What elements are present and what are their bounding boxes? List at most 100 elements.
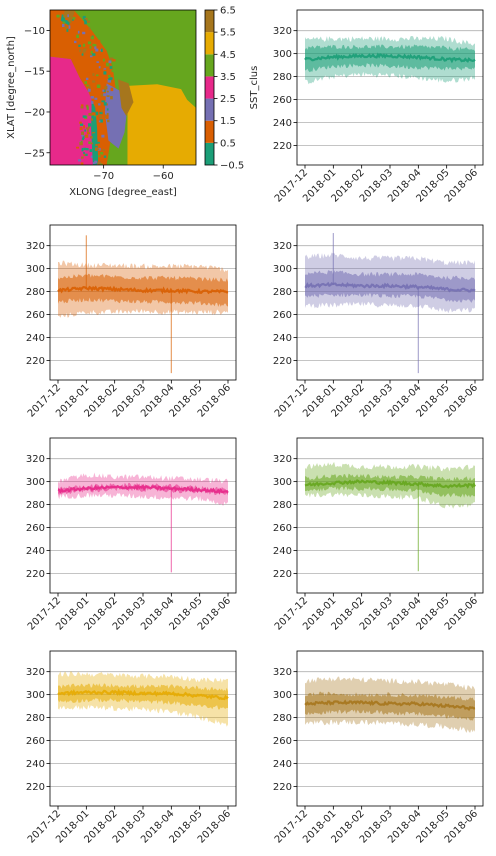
map-speckle bbox=[100, 163, 103, 165]
map-speckle bbox=[89, 86, 91, 89]
band-inner bbox=[58, 482, 228, 496]
ytick-label: 220 bbox=[26, 782, 45, 793]
ytick-label: 220 bbox=[273, 569, 292, 580]
map-speckle bbox=[68, 25, 71, 29]
map-speckle bbox=[84, 129, 87, 132]
timeseries-panel-cluster-1: 2202402602803003202017-122018-012018-022… bbox=[26, 224, 237, 420]
timeseries-panel-cluster-2: 2202402602803003202017-122018-012018-022… bbox=[273, 224, 484, 420]
map-speckle bbox=[81, 131, 84, 135]
map-speckle bbox=[83, 152, 85, 155]
ytick-label: 320 bbox=[273, 667, 292, 678]
map-speckle bbox=[84, 153, 88, 156]
map-speckle bbox=[84, 81, 87, 85]
map-speckle bbox=[67, 14, 69, 18]
ytick-label: 320 bbox=[273, 241, 292, 252]
colorbar-tick-label: 1.5 bbox=[220, 116, 236, 127]
map-speckle bbox=[105, 115, 109, 119]
map-speckle bbox=[107, 79, 112, 83]
map-speckle bbox=[103, 68, 107, 71]
map-speckle bbox=[99, 119, 103, 123]
ytick-label: 280 bbox=[273, 287, 292, 298]
map-speckle bbox=[93, 133, 97, 135]
ytick-label: 240 bbox=[273, 118, 292, 129]
map-speckle bbox=[83, 154, 86, 156]
map-speckle bbox=[85, 104, 89, 108]
map-speckle bbox=[94, 160, 98, 164]
cluster-map-panel: −70 −60 −10 −15 −20 −25 XLONG [degree_east] XLA… bbox=[6, 6, 260, 199]
map-speckle bbox=[88, 112, 93, 116]
map-speckle bbox=[83, 19, 86, 21]
ytick-label: 300 bbox=[26, 690, 45, 701]
map-speckle bbox=[106, 95, 110, 97]
ytick-label: 220 bbox=[26, 356, 45, 367]
map-speckle bbox=[92, 131, 95, 134]
map-speckle bbox=[66, 28, 69, 32]
ytick-label: 220 bbox=[273, 356, 292, 367]
map-speckle bbox=[83, 48, 87, 51]
map-speckle bbox=[89, 45, 92, 49]
map-speckle bbox=[98, 120, 101, 123]
map-speckle bbox=[76, 34, 80, 39]
map-speckle bbox=[92, 73, 95, 76]
colorbar-swatch bbox=[205, 120, 214, 143]
map-speckle bbox=[106, 108, 109, 111]
map-speckle bbox=[100, 93, 104, 97]
map-speckle bbox=[106, 103, 108, 106]
band-inner bbox=[305, 473, 475, 498]
band-inner bbox=[58, 273, 228, 307]
ytick-label: 280 bbox=[273, 713, 292, 724]
mean-line bbox=[57, 483, 229, 495]
map-speckle bbox=[82, 115, 87, 118]
map-speckle bbox=[92, 80, 96, 83]
colorbar-tick-label: 4.5 bbox=[220, 50, 236, 61]
map-ytick-label: −25 bbox=[24, 148, 45, 159]
ytick-label: 320 bbox=[273, 454, 292, 465]
colorbar-tick-label: 2.5 bbox=[220, 94, 236, 105]
map-frame bbox=[49, 9, 197, 166]
map-speckle bbox=[108, 78, 112, 81]
map-speckle bbox=[108, 60, 112, 64]
map-speckle bbox=[56, 14, 60, 18]
map-speckle bbox=[95, 111, 99, 116]
map-speckle bbox=[90, 101, 94, 104]
colorbar-tick-label: −0.5 bbox=[220, 161, 244, 172]
map-speckle bbox=[87, 47, 91, 51]
map-speckle bbox=[86, 20, 91, 23]
colorbar-swatch bbox=[205, 98, 214, 121]
ytick-label: 220 bbox=[273, 141, 292, 152]
map-speckle bbox=[88, 123, 92, 127]
map-speckle bbox=[90, 118, 93, 121]
ytick-label: 300 bbox=[26, 477, 45, 488]
map-speckle bbox=[87, 88, 91, 92]
ytick-label: 300 bbox=[273, 49, 292, 60]
map-speckle bbox=[90, 142, 94, 145]
colorbar-label: SST_clus bbox=[249, 66, 260, 110]
map-speckle bbox=[97, 162, 100, 165]
map-speckle bbox=[81, 53, 84, 56]
map-speckle bbox=[88, 85, 91, 88]
ytick-label: 260 bbox=[26, 310, 45, 321]
map-speckle bbox=[79, 48, 82, 53]
map-speckle bbox=[103, 155, 107, 158]
mean-line bbox=[304, 699, 476, 711]
colorbar-swatch bbox=[205, 10, 214, 33]
ytick-label: 260 bbox=[273, 736, 292, 747]
ytick-label: 280 bbox=[26, 500, 45, 511]
map-speckle bbox=[64, 25, 67, 29]
map-speckle bbox=[110, 90, 114, 93]
map-speckle bbox=[103, 128, 107, 131]
map-speckle bbox=[110, 96, 113, 100]
region-cluster-6-south bbox=[117, 79, 134, 117]
timeseries-panel-cluster-4: 2202402602803003202017-122018-012018-022… bbox=[273, 437, 484, 633]
map-speckle bbox=[103, 102, 107, 106]
map-speckle bbox=[95, 148, 100, 150]
map-speckle bbox=[103, 93, 107, 97]
map-speckle bbox=[102, 58, 105, 62]
map-speckle bbox=[81, 133, 84, 137]
map-speckle bbox=[87, 129, 89, 132]
ytick-label: 260 bbox=[273, 310, 292, 321]
map-speckle bbox=[102, 148, 105, 151]
map-speckle bbox=[105, 62, 110, 67]
map-speckle bbox=[101, 134, 105, 138]
map-speckle bbox=[81, 147, 84, 152]
